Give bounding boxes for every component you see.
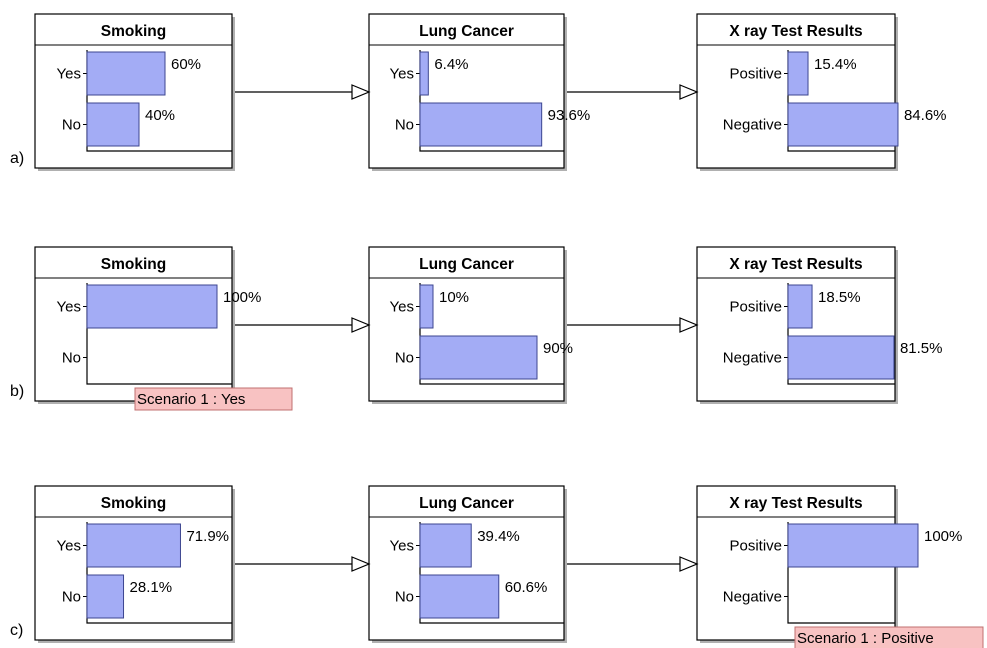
- probability-bar: [86, 102, 140, 147]
- probability-label: 60.6%: [505, 579, 548, 596]
- probability-label: 100%: [223, 289, 261, 306]
- probability-bar: [86, 51, 166, 96]
- probability-bar: [86, 574, 125, 619]
- node-title: Lung Cancer: [419, 256, 514, 273]
- probability-label: 10%: [439, 289, 469, 306]
- probability-label: 60%: [171, 56, 201, 73]
- node-smoking: Smoking Yes 60% No 40%: [34, 13, 235, 171]
- node-title: Lung Cancer: [419, 23, 514, 40]
- node-x-ray-test-results: X ray Test Results Positive 15.4% Negative 8…: [696, 13, 947, 171]
- state-label: No: [62, 350, 81, 367]
- probability-label: 71.9%: [186, 528, 229, 545]
- state-label: Yes: [57, 299, 81, 316]
- node-title: X ray Test Results: [729, 495, 862, 512]
- probability-bar: [419, 284, 434, 329]
- probability-bar: [419, 51, 429, 96]
- node-lung-cancer: Lung Cancer Yes 39.4% No 60.6%: [368, 485, 567, 643]
- node-title: Smoking: [101, 495, 166, 512]
- probability-bar: [419, 102, 543, 147]
- state-label: Yes: [57, 66, 81, 83]
- probability-bar: [86, 523, 181, 568]
- node-x-ray-test-results: X ray Test Results Positive 18.5% Negative 8…: [696, 246, 943, 404]
- probability-bar: [787, 335, 895, 380]
- probability-label: 81.5%: [900, 340, 943, 357]
- scenario-box: [794, 626, 984, 648]
- probability-bar: [787, 102, 899, 147]
- panel-b: b) Smoking Yes 100% No Lung Cancer Yes 10% No 90%…: [10, 246, 943, 411]
- arrowhead-icon: [351, 317, 371, 333]
- probability-bar: [419, 523, 472, 568]
- state-label: Negative: [723, 117, 782, 134]
- state-label: Yes: [390, 66, 414, 83]
- node-title: X ray Test Results: [729, 23, 862, 40]
- state-label: No: [395, 350, 414, 367]
- arrowhead-icon: [679, 317, 699, 333]
- node-lung-cancer: Lung Cancer Yes 6.4% No 93.6%: [368, 13, 591, 171]
- probability-label: 40%: [145, 107, 175, 124]
- node-title: X ray Test Results: [729, 256, 862, 273]
- arrowhead-icon: [351, 84, 371, 100]
- node-title: Lung Cancer: [419, 495, 514, 512]
- panel-label: b): [10, 383, 24, 400]
- node-smoking: Smoking Yes 100% No: [34, 246, 261, 404]
- arrowhead-icon: [351, 556, 371, 572]
- scenario-text: Scenario 1 : Yes: [137, 391, 245, 408]
- probability-bar: [787, 523, 919, 568]
- node-title: Smoking: [101, 23, 166, 40]
- state-label: Negative: [723, 589, 782, 606]
- state-label: Yes: [57, 538, 81, 555]
- scenario-badge: Scenario 1 : Yes: [134, 387, 293, 411]
- probability-label: 18.5%: [818, 289, 861, 306]
- arrowhead-icon: [679, 84, 699, 100]
- panel-a: a) Smoking Yes 60% No 40% Lung Cancer Yes 6.4% No…: [10, 13, 947, 171]
- probability-label: 39.4%: [477, 528, 520, 545]
- state-label: Negative: [723, 350, 782, 367]
- node-lung-cancer: Lung Cancer Yes 10% No 90%: [368, 246, 573, 404]
- probability-bar: [787, 51, 809, 96]
- probability-label: 90%: [543, 340, 573, 357]
- scenario-badge: Scenario 1 : Positive: [794, 626, 984, 648]
- probability-bar: [419, 574, 500, 619]
- node-title: Smoking: [101, 256, 166, 273]
- probability-label: 100%: [924, 528, 962, 545]
- probability-label: 84.6%: [904, 107, 947, 124]
- probability-bar: [787, 284, 813, 329]
- probability-label: 93.6%: [548, 107, 591, 124]
- state-label: Positive: [729, 66, 782, 83]
- state-label: Yes: [390, 538, 414, 555]
- scenario-text: Scenario 1 : Positive: [797, 630, 934, 647]
- node-smoking: Smoking Yes 71.9% No 28.1%: [34, 485, 235, 643]
- probability-bar: [86, 284, 218, 329]
- probability-label: 15.4%: [814, 56, 857, 73]
- state-label: No: [62, 589, 81, 606]
- panel-label: a): [10, 150, 24, 167]
- state-label: Positive: [729, 299, 782, 316]
- probability-bar: [419, 335, 538, 380]
- state-label: Positive: [729, 538, 782, 555]
- state-label: No: [395, 117, 414, 134]
- panel-label: c): [10, 622, 23, 639]
- node-x-ray-test-results: X ray Test Results Positive 100% Negative: [696, 485, 962, 643]
- arrowhead-icon: [679, 556, 699, 572]
- probability-label: 28.1%: [130, 579, 173, 596]
- state-label: Yes: [390, 299, 414, 316]
- probability-label: 6.4%: [434, 56, 468, 73]
- state-label: No: [395, 589, 414, 606]
- panel-c: c) Smoking Yes 71.9% No 28.1% Lung Cancer Yes 39…: [10, 485, 984, 648]
- state-label: No: [62, 117, 81, 134]
- scenario-box: [134, 387, 293, 411]
